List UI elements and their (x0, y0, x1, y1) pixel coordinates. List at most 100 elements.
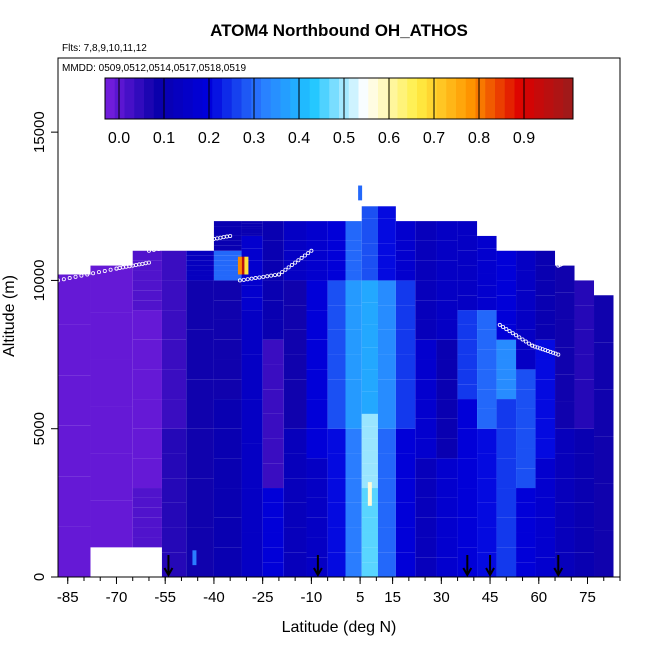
heatmap-cell (496, 517, 517, 548)
heatmap-cell (477, 297, 497, 311)
heatmap-cell (436, 319, 458, 340)
heatmap-cell (283, 478, 307, 503)
heatmap-cell (161, 527, 187, 553)
heatmap-cell (283, 231, 307, 241)
colorbar-swatch (144, 78, 155, 119)
colorbar-swatch (280, 78, 291, 119)
heatmap-cell (345, 478, 362, 503)
heatmap-cell (306, 250, 328, 261)
heatmap-cell (262, 463, 284, 489)
colorbar-swatch (378, 78, 389, 119)
colorbar-swatch (231, 78, 242, 119)
heatmap-cell (283, 221, 307, 231)
heatmap-cell (306, 478, 328, 498)
heatmap-cell (306, 458, 328, 479)
heatmap-cell (213, 339, 242, 360)
heatmap-cell (213, 488, 242, 518)
heatmap-cell (535, 295, 556, 311)
heatmap-cell (415, 478, 437, 498)
colorbar-frame (104, 77, 574, 120)
colorbar-tick-label: 0.3 (243, 130, 265, 147)
heatmap-cell (283, 453, 307, 479)
flight-track-point (514, 333, 519, 338)
flight-track-point (556, 352, 561, 357)
flight-track-point (73, 274, 78, 279)
colorbar-swatch (329, 78, 340, 119)
heatmap-cell (457, 310, 478, 325)
colorbar-swatch (192, 78, 203, 119)
heatmap-cell (377, 502, 396, 528)
heatmap-cell (262, 562, 284, 577)
heatmap-cell (477, 310, 497, 330)
flight-track-point (571, 256, 576, 261)
heatmap-cell (415, 359, 437, 380)
heatmap-cell (262, 240, 284, 261)
heatmap-cell (555, 478, 575, 503)
colorbar-swatch (251, 78, 262, 119)
heatmap-cell (361, 280, 378, 303)
heatmap-cell (477, 273, 497, 286)
heatmap-cell (161, 478, 187, 503)
heatmap-cell (186, 379, 214, 429)
colorbar-swatch (397, 78, 408, 119)
heatmap-cell (58, 274, 91, 325)
heatmap-cell (213, 235, 242, 241)
heatmap-cell (436, 537, 458, 558)
heatmap-cell (241, 226, 263, 229)
heatmap-cell (283, 250, 307, 261)
heatmap-cell (377, 243, 396, 256)
heatmap-cell (555, 401, 575, 429)
flight-track-point (245, 277, 250, 282)
heatmap-cell (241, 354, 263, 400)
colorbar-swatch (446, 78, 457, 119)
colorbar-swatch (261, 78, 272, 119)
heatmap-cell (241, 223, 263, 227)
heatmap-cell (377, 268, 396, 281)
flight-track-point (146, 248, 151, 253)
heatmap-cell (306, 428, 328, 459)
heatmap-cell (186, 265, 214, 271)
flight-track-point (195, 239, 200, 244)
heatmap-cell (415, 280, 437, 301)
heatmap-cell (361, 517, 378, 533)
heatmap-cell (186, 329, 214, 380)
flight-track-point (527, 341, 532, 346)
heatmap-cell (574, 280, 595, 306)
heatmap-cell (327, 354, 346, 380)
colorbar-swatch (553, 78, 564, 119)
heatmap-cell (213, 240, 242, 246)
heatmap-cell (283, 280, 307, 306)
heatmap-cell (395, 305, 416, 330)
flight-track-point (161, 246, 166, 251)
heatmap-cell (161, 453, 187, 479)
heatmap-cell (377, 206, 396, 219)
x-tick-label: 15 (384, 589, 401, 606)
heatmap-cell (327, 260, 346, 271)
flight-track-point (146, 260, 151, 265)
heatmap-cell (161, 280, 187, 311)
heatmap-cell (90, 359, 133, 407)
heatmap-cell (361, 243, 378, 256)
heatmap-cell (377, 329, 396, 355)
heatmap-cell (345, 329, 362, 355)
colorbar-swatch (348, 78, 359, 119)
flight-track-point (96, 270, 101, 275)
colorbar-swatch (163, 78, 174, 119)
heatmap-cell (262, 517, 284, 533)
heatmap-cell (132, 537, 162, 548)
heatmap-cell (594, 483, 614, 531)
heatmap-cell (496, 349, 517, 360)
flight-arrow-head (163, 567, 174, 578)
heatmap-cell (436, 438, 458, 459)
heatmap-cell (361, 450, 378, 464)
heatmap-cell (213, 221, 242, 227)
flight-track-point (253, 276, 258, 281)
heatmap-cell (306, 270, 328, 281)
heatmap-cell (457, 250, 478, 266)
heatmap-cell (132, 290, 162, 301)
heatmap-cell (555, 374, 575, 402)
chart-title: ATOM4 Northbound OH_ATHOS (210, 21, 468, 40)
heatmap-cell (415, 240, 437, 261)
heatmap-cell (361, 475, 378, 489)
